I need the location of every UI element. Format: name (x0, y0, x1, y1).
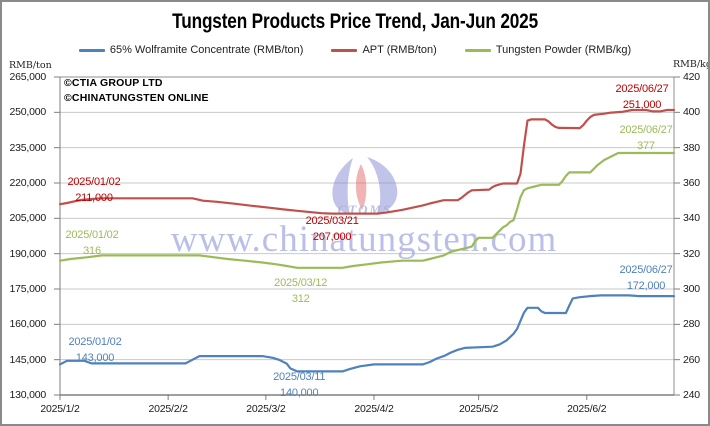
annotation-value: 377 (637, 139, 655, 152)
annotation-value: 207,000 (312, 230, 352, 243)
annotation-value: 140,000 (280, 387, 319, 400)
annotation-date: 2025/03/21 (305, 214, 359, 227)
watermark-layer: CTOMS www.chinatungsten.com (171, 157, 557, 260)
left-axis-tick-label: 190,000 (9, 247, 46, 260)
left-axis-tick-label: 130,000 (9, 389, 46, 401)
annotation-wolframite-end: 2025/06/27 172,000 (619, 262, 672, 294)
annotation-wolframite-min: 2025/03/11 140,000 (273, 369, 325, 401)
series-line-wolframite (58, 294, 676, 373)
grid-layer (54, 76, 680, 400)
annotation-date: 2025/06/27 (619, 264, 673, 277)
annotation-wolframite-start: 2025/01/02 143,000 (68, 334, 121, 366)
annotation-apt-end: 2025/06/27 251,000 (615, 81, 668, 113)
right-axis-caption: RMB/kg (673, 59, 710, 70)
legend-item-wolframite: 65% Wolframite Concentrate (RMB/ton) (78, 44, 304, 56)
legend-label-apt: APT (RMB/ton) (362, 44, 437, 56)
chart-title: Tungsten Products Price Trend, Jan-Jun 2… (172, 10, 538, 33)
annotation-powder-end: 2025/06/27 377 (619, 122, 672, 154)
annotation-date: 2025/01/02 (68, 336, 122, 349)
annotation-date: 2025/03/12 (274, 276, 328, 289)
right-axis-tick-label: 260 (683, 353, 700, 366)
watermark-text: www.chinatungsten.com (171, 219, 557, 260)
annotation-value: 211,000 (75, 192, 113, 205)
brand-logo (332, 157, 398, 214)
series-line-apt (58, 108, 676, 215)
annotation-value: 143,000 (75, 352, 115, 365)
annotation-apt-min: 2025/03/21 207,000 (306, 213, 359, 245)
right-axis-tick-label: 340 (683, 212, 700, 225)
left-axis-tick-label: 235,000 (9, 141, 46, 154)
legend-swatch-wolframite (78, 48, 105, 52)
legend-item-apt: APT (RMB/ton) (331, 44, 437, 56)
left-axis-tick-label: 205,000 (9, 212, 46, 225)
title-wrap: Tungsten Products Price Trend, Jan-Jun 2… (2, 10, 708, 34)
copyright-line-2: ©CHINATUNGSTEN ONLINE (64, 92, 209, 104)
copyright-line-1: ©CTIA GROUP LTD (64, 77, 163, 89)
annotation-date: 2025/03/11 (273, 371, 326, 384)
brand-logo-right-petal (367, 157, 398, 213)
x-axis-tick-label: 2025/4/2 (354, 403, 394, 415)
left-axis-caption: RMB/ton (9, 60, 52, 71)
left-axis-tick-label: 220,000 (9, 177, 46, 189)
annotation-date: 2025/01/02 (65, 228, 119, 241)
legend-item-powder: Tungsten Powder (RMB/kg) (464, 44, 632, 56)
annotation-value: 251,000 (622, 98, 662, 111)
legend: 65% Wolframite Concentrate (RMB/ton) APT … (2, 43, 708, 57)
brand-logo-flame (355, 164, 367, 210)
right-axis-tick-label: 400 (683, 106, 700, 119)
series-line-powder (58, 151, 676, 269)
right-axis-tick-label: 280 (683, 318, 700, 331)
legend-swatch-powder (464, 48, 491, 52)
right-axis-tick-label: 420 (683, 71, 700, 83)
right-axis-tick-label: 380 (683, 141, 700, 154)
annotation-value: 312 (291, 292, 310, 305)
x-axis-tick-label: 2025/3/2 (246, 403, 286, 415)
annotation-date: 2025/06/27 (619, 123, 673, 136)
annotation-powder-min: 2025/03/12 312 (274, 275, 327, 307)
left-axis-tick-label: 160,000 (9, 318, 46, 331)
annotation-apt-start: 2025/01/02 211,000 (67, 174, 120, 206)
left-axis-tick-label: 265,000 (9, 71, 46, 83)
legend-label-wolframite: 65% Wolframite Concentrate (RMB/ton) (109, 44, 304, 56)
annotation-value: 316 (83, 244, 101, 257)
x-axis-tick-label: 2025/5/2 (458, 403, 499, 415)
annotation-value: 172,000 (626, 280, 666, 293)
brand-logo-left-petal (332, 158, 353, 214)
left-axis-tick-label: 145,000 (9, 353, 46, 366)
right-axis-tick-label: 240 (683, 389, 700, 401)
right-axis-tick-label: 300 (683, 283, 700, 295)
legend-label-powder: Tungsten Powder (RMB/kg) (495, 44, 632, 56)
copyright-block: ©CTIA GROUP LTD ©CHINATUNGSTEN ONLINE (64, 76, 209, 106)
annotation-date: 2025/06/27 (615, 82, 669, 95)
annotation-powder-start: 2025/01/02 316 (65, 227, 118, 259)
x-axis-tick-label: 2025/1/2 (40, 403, 80, 415)
series-layer (58, 108, 676, 373)
x-axis-tick-label: 2025/2/2 (148, 403, 188, 415)
left-axis-tick-label: 175,000 (9, 283, 46, 295)
left-axis-tick-label: 250,000 (9, 106, 46, 119)
right-axis-tick-label: 320 (683, 247, 700, 260)
x-axis-tick-label: 2025/6/2 (567, 403, 607, 415)
annotation-date: 2025/01/02 (67, 176, 121, 189)
legend-swatch-apt (331, 48, 358, 52)
right-axis-tick-label: 360 (683, 177, 700, 189)
